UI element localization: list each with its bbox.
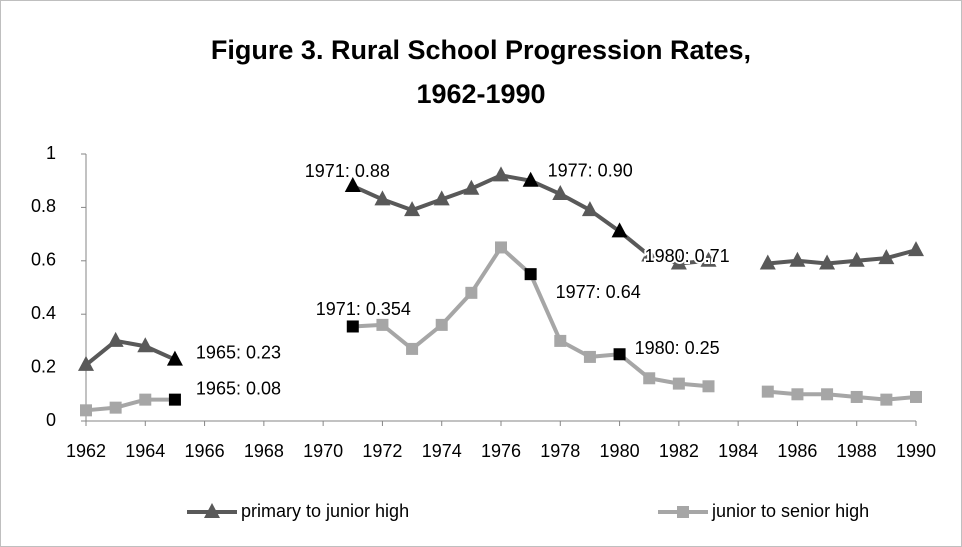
y-tick-label: 1 <box>46 143 56 163</box>
data-point <box>554 334 567 347</box>
y-tick-label: 0.6 <box>31 250 56 270</box>
legend-label: primary to junior high <box>241 501 409 521</box>
data-point <box>848 251 865 267</box>
data-point <box>910 390 922 403</box>
y-tick-label: 0.8 <box>31 196 56 216</box>
data-point <box>641 246 658 262</box>
data-point <box>435 318 448 331</box>
data-point <box>611 222 628 238</box>
chart-title: Figure 3. Rural School Progression Rates… <box>211 35 751 65</box>
data-point <box>107 331 124 347</box>
data-point <box>672 377 685 390</box>
y-tick-label: 0.4 <box>31 303 56 323</box>
data-point <box>850 390 863 403</box>
data-point <box>524 268 537 281</box>
data-point <box>406 342 419 355</box>
data-point <box>376 318 389 331</box>
x-tick-label: 1970 <box>303 441 343 461</box>
annotation: 1980: 0.25 <box>635 338 720 358</box>
data-point <box>670 254 687 270</box>
data-point <box>583 350 596 363</box>
x-tick-label: 1968 <box>244 441 284 461</box>
legend-marker <box>677 506 689 518</box>
data-point <box>789 251 806 267</box>
x-tick-label: 1986 <box>777 441 817 461</box>
data-point <box>374 190 391 206</box>
x-tick-label: 1984 <box>718 441 758 461</box>
data-point <box>791 388 804 401</box>
data-point <box>908 241 924 257</box>
data-point <box>821 388 834 401</box>
x-tick-label: 1964 <box>125 441 165 461</box>
legend-marker <box>204 503 220 518</box>
x-tick-label: 1980 <box>600 441 640 461</box>
data-point <box>643 372 656 385</box>
data-point <box>78 355 94 371</box>
data-point <box>819 254 836 270</box>
data-point <box>433 190 450 206</box>
data-point <box>166 350 183 366</box>
annotation: 1977: 0.64 <box>556 282 641 302</box>
data-point <box>552 185 569 201</box>
x-tick-label: 1988 <box>837 441 877 461</box>
chart-title: 1962-1990 <box>416 79 545 109</box>
data-point <box>878 249 895 265</box>
data-point <box>139 393 152 406</box>
x-tick-label: 1982 <box>659 441 699 461</box>
annotation: 1977: 0.90 <box>548 160 633 180</box>
data-point <box>109 401 122 414</box>
data-point <box>346 320 359 333</box>
data-point <box>137 337 154 353</box>
data-point <box>495 241 507 254</box>
data-point <box>522 171 539 187</box>
data-point <box>700 251 717 267</box>
data-point <box>168 393 181 406</box>
x-tick-label: 1976 <box>481 441 521 461</box>
x-tick-label: 1978 <box>540 441 580 461</box>
annotation: 1980: 0.71 <box>645 246 730 266</box>
annotation: 1965: 0.23 <box>196 342 281 362</box>
x-tick-label: 1990 <box>896 441 936 461</box>
y-tick-label: 0 <box>46 410 56 430</box>
x-tick-label: 1972 <box>362 441 402 461</box>
data-point <box>761 385 774 398</box>
data-point <box>80 404 92 417</box>
y-tick-label: 0.2 <box>31 356 56 376</box>
annotation: 1971: 0.88 <box>305 161 390 181</box>
data-point <box>880 393 893 406</box>
data-point <box>465 286 478 299</box>
legend-label: junior to senior high <box>711 501 869 521</box>
data-point <box>581 201 598 217</box>
data-point <box>493 166 509 182</box>
data-point <box>759 254 776 270</box>
data-point <box>463 179 480 195</box>
x-tick-label: 1962 <box>66 441 106 461</box>
x-tick-label: 1966 <box>185 441 225 461</box>
annotation: 1971: 0.354 <box>316 299 411 319</box>
data-point <box>613 348 626 361</box>
data-point <box>344 177 361 193</box>
data-point <box>404 201 421 217</box>
data-point <box>702 380 715 393</box>
x-tick-label: 1974 <box>422 441 462 461</box>
annotation: 1965: 0.08 <box>196 378 281 398</box>
